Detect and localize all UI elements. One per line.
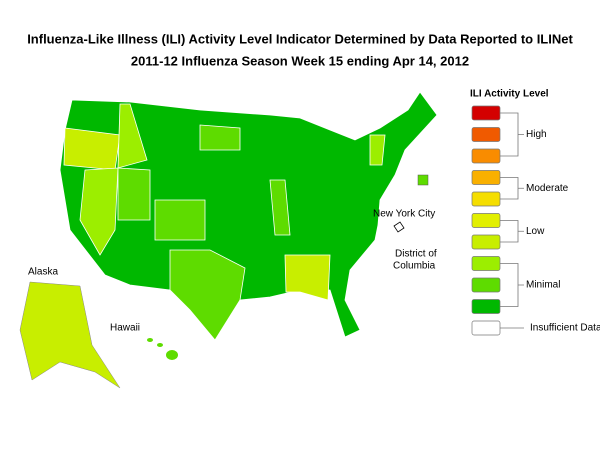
subtitle: 2011-12 Influenza Season Week 15 ending …: [131, 53, 469, 68]
legend-label: Minimal: [526, 280, 560, 291]
legend-label: Moderate: [526, 183, 569, 194]
legend-swatch: [471, 105, 501, 121]
title: Influenza-Like Illness (ILI) Activity Le…: [27, 31, 573, 46]
legend-bracket: [500, 112, 524, 157]
label-dc: Columbia: [393, 261, 436, 272]
label-alaska: Alaska: [28, 267, 58, 278]
legend-label: Insufficient Data: [530, 323, 600, 334]
legend-label: High: [526, 129, 547, 140]
legend-bracket: [500, 177, 524, 200]
legend-swatch: [471, 320, 501, 336]
label-hawaii: Hawaii: [110, 323, 140, 334]
label-nyc: New York City: [373, 209, 435, 220]
legend-swatch: [471, 299, 501, 314]
legend-swatch: [471, 256, 501, 271]
legend-swatch: [471, 191, 501, 207]
legend-swatch: [471, 148, 501, 164]
label-dc: District of: [395, 249, 437, 260]
legend-swatch: [471, 277, 501, 293]
legend-swatch: [471, 170, 501, 185]
legend-title: ILI Activity Level: [470, 89, 549, 100]
legend-label: Low: [526, 226, 545, 237]
us-map: [19, 91, 438, 389]
legend-swatch: [471, 213, 501, 228]
legend: High Moderate Low Minimal Insufficient Data: [471, 105, 600, 336]
legend-swatch: [471, 127, 501, 142]
legend-swatch: [471, 234, 501, 250]
legend-bracket: [500, 220, 524, 243]
legend-bracket: [500, 263, 524, 307]
